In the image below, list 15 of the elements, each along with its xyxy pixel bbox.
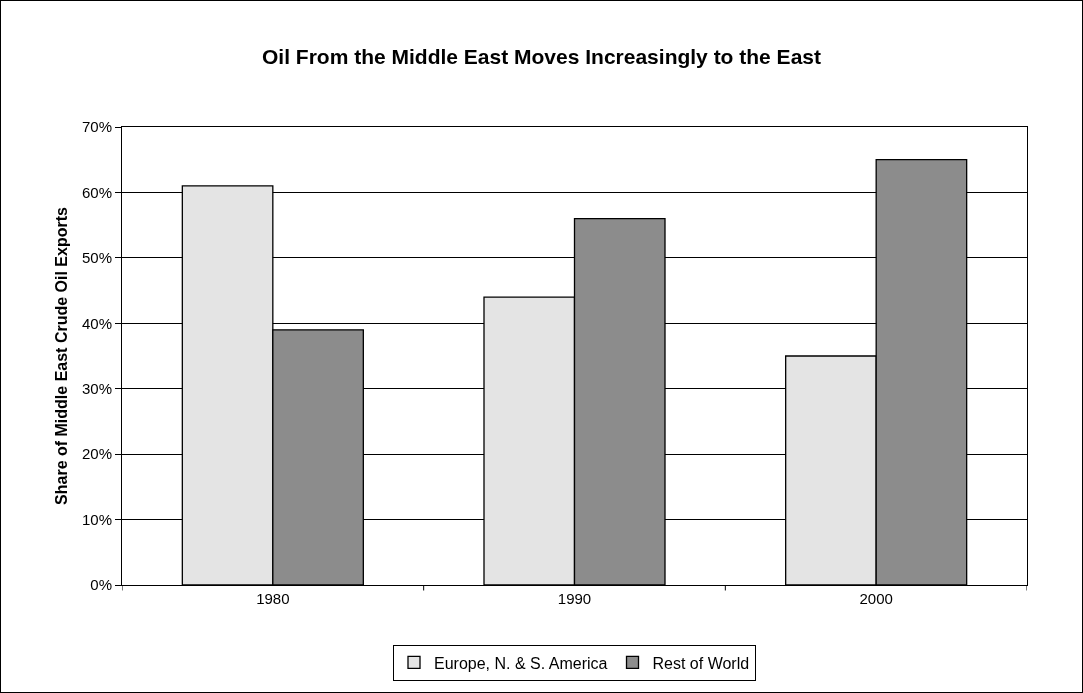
y-tick-label: 40% <box>81 314 112 332</box>
x-tick-label: 2000 <box>859 590 893 607</box>
y-tick-label: 60% <box>81 183 112 201</box>
y-tick-label: 0% <box>90 576 112 594</box>
x-tick-label: 1980 <box>256 590 290 607</box>
chart-title: Oil From the Middle East Moves Increasingly to the East <box>262 45 821 69</box>
y-tick-label: 10% <box>81 510 112 528</box>
y-tick-label: 50% <box>81 249 112 267</box>
y-tick-label: 70% <box>81 118 112 136</box>
x-tick-label: 1990 <box>557 590 592 607</box>
y-tick-label: 20% <box>81 445 112 463</box>
y-tick-label: 30% <box>81 379 112 397</box>
y-axis-title: Share of Middle East Crude Oil Exports <box>52 206 70 505</box>
legend-label: Europe, N. & S. America <box>434 654 608 672</box>
legend-label: Rest of World <box>652 654 750 672</box>
